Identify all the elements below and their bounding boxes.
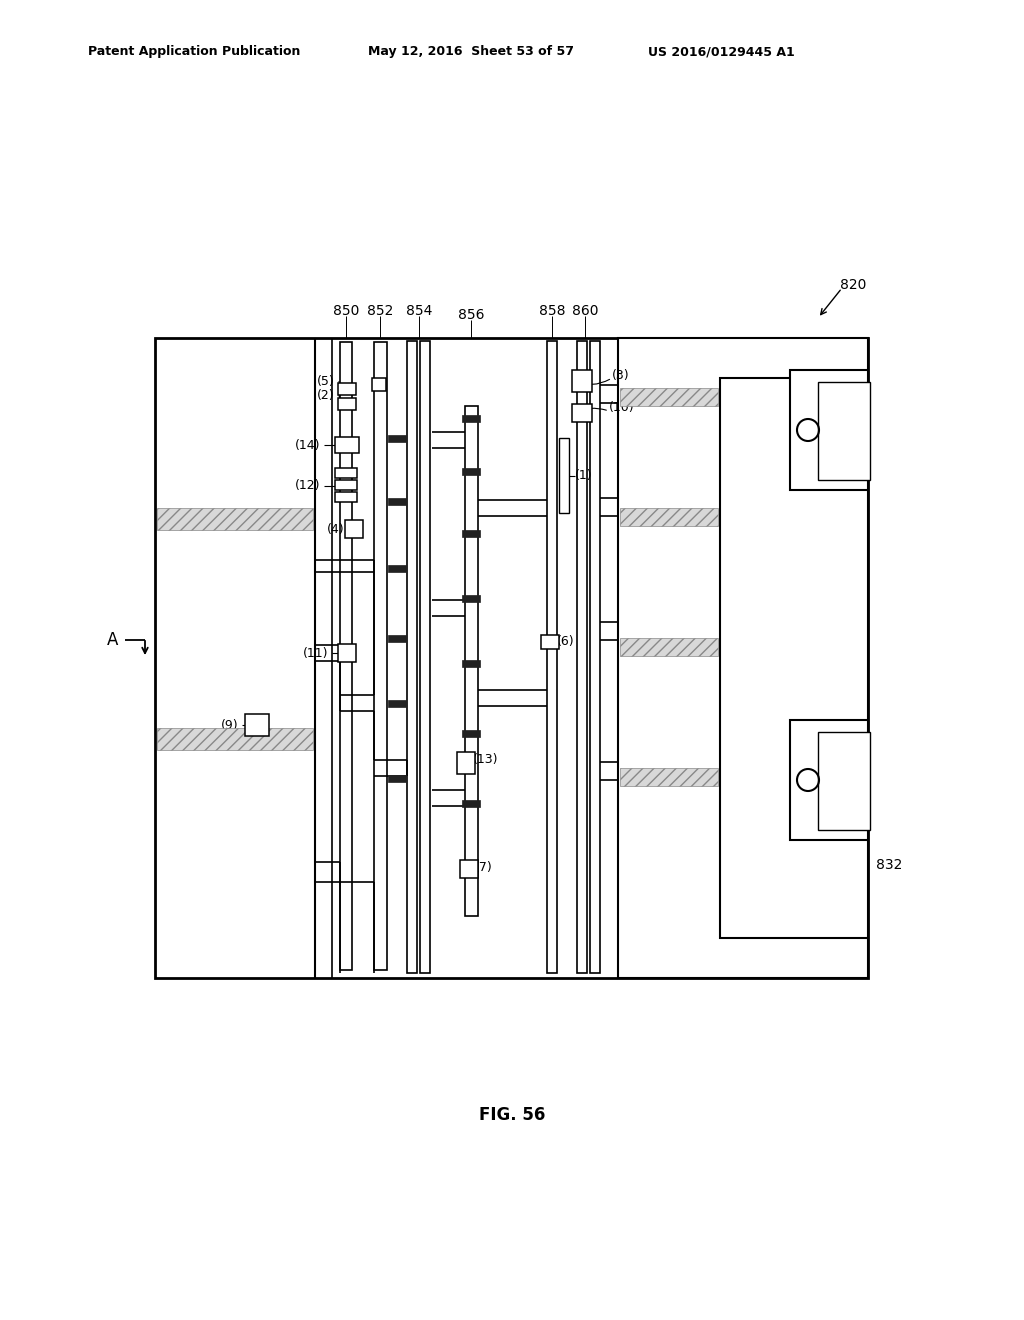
Text: May 12, 2016  Sheet 53 of 57: May 12, 2016 Sheet 53 of 57	[368, 45, 574, 58]
FancyBboxPatch shape	[462, 660, 480, 667]
FancyBboxPatch shape	[407, 341, 417, 973]
FancyBboxPatch shape	[388, 700, 406, 708]
FancyBboxPatch shape	[577, 341, 587, 973]
Text: 860: 860	[571, 304, 598, 318]
FancyBboxPatch shape	[374, 342, 387, 970]
FancyBboxPatch shape	[462, 469, 480, 475]
Text: 854: 854	[406, 304, 432, 318]
FancyBboxPatch shape	[345, 520, 362, 539]
FancyBboxPatch shape	[388, 635, 406, 642]
Text: A: A	[106, 631, 119, 649]
Text: (14): (14)	[295, 438, 319, 451]
FancyBboxPatch shape	[335, 480, 357, 490]
FancyBboxPatch shape	[338, 644, 356, 663]
FancyBboxPatch shape	[335, 492, 357, 502]
FancyBboxPatch shape	[620, 508, 718, 525]
FancyBboxPatch shape	[420, 341, 430, 973]
FancyBboxPatch shape	[620, 388, 718, 407]
FancyBboxPatch shape	[620, 768, 718, 785]
FancyBboxPatch shape	[462, 531, 480, 537]
FancyBboxPatch shape	[157, 729, 313, 750]
FancyBboxPatch shape	[457, 752, 475, 774]
FancyBboxPatch shape	[790, 719, 868, 840]
FancyBboxPatch shape	[462, 730, 480, 737]
FancyBboxPatch shape	[572, 404, 592, 422]
Text: 858: 858	[539, 304, 565, 318]
FancyBboxPatch shape	[618, 338, 868, 978]
FancyBboxPatch shape	[388, 436, 406, 442]
Text: (2): (2)	[317, 388, 335, 401]
Text: (7): (7)	[475, 862, 493, 874]
Text: 852: 852	[367, 304, 393, 318]
Text: 856: 856	[458, 308, 484, 322]
FancyBboxPatch shape	[559, 438, 569, 513]
Text: (10): (10)	[609, 401, 635, 414]
FancyBboxPatch shape	[245, 714, 269, 737]
FancyBboxPatch shape	[818, 381, 870, 480]
FancyBboxPatch shape	[338, 399, 356, 411]
FancyBboxPatch shape	[155, 338, 868, 978]
Text: Patent Application Publication: Patent Application Publication	[88, 45, 300, 58]
FancyBboxPatch shape	[462, 800, 480, 807]
Text: (13): (13)	[473, 754, 499, 767]
Text: (5): (5)	[317, 375, 335, 388]
FancyBboxPatch shape	[547, 341, 557, 973]
FancyBboxPatch shape	[465, 407, 478, 916]
FancyBboxPatch shape	[541, 635, 559, 649]
Text: (1): (1)	[575, 470, 593, 483]
Text: (12): (12)	[295, 479, 319, 492]
FancyBboxPatch shape	[462, 414, 480, 422]
FancyBboxPatch shape	[388, 565, 406, 572]
Text: 832: 832	[876, 858, 902, 873]
Text: US 2016/0129445 A1: US 2016/0129445 A1	[648, 45, 795, 58]
FancyBboxPatch shape	[818, 733, 870, 830]
FancyBboxPatch shape	[590, 341, 600, 973]
FancyBboxPatch shape	[790, 370, 868, 490]
FancyBboxPatch shape	[335, 469, 357, 478]
FancyBboxPatch shape	[462, 595, 480, 602]
FancyBboxPatch shape	[335, 437, 359, 453]
Text: (9): (9)	[220, 718, 238, 731]
Text: (11): (11)	[302, 647, 328, 660]
Text: (6): (6)	[557, 635, 574, 648]
FancyBboxPatch shape	[388, 775, 406, 781]
FancyBboxPatch shape	[338, 383, 356, 395]
Text: FIG. 56: FIG. 56	[479, 1106, 545, 1125]
Text: (4): (4)	[328, 523, 345, 536]
FancyBboxPatch shape	[620, 638, 718, 656]
FancyBboxPatch shape	[372, 378, 386, 391]
Text: (3): (3)	[612, 368, 630, 381]
Text: 850: 850	[333, 304, 359, 318]
FancyBboxPatch shape	[720, 378, 868, 939]
FancyBboxPatch shape	[572, 370, 592, 392]
FancyBboxPatch shape	[340, 342, 352, 970]
FancyBboxPatch shape	[157, 508, 313, 531]
Text: 820: 820	[840, 279, 866, 292]
FancyBboxPatch shape	[388, 498, 406, 506]
FancyBboxPatch shape	[460, 861, 478, 878]
